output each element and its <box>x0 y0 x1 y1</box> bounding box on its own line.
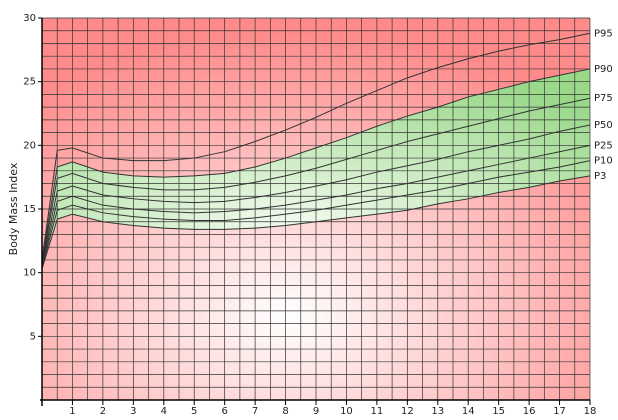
series-label: P75 <box>594 93 613 104</box>
x-tick-label: 17 <box>553 406 566 417</box>
y-tick-label: 25 <box>23 77 36 88</box>
y-tick-label: 20 <box>23 140 36 151</box>
x-tick-label: 15 <box>492 406 505 417</box>
y-tick-label: 10 <box>23 268 36 279</box>
x-tick-label: 4 <box>161 406 167 417</box>
x-tick-label: 5 <box>191 406 197 417</box>
x-tick-label: 11 <box>371 406 384 417</box>
x-tick-label: 13 <box>431 406 444 417</box>
percentile-line <box>41 124 591 266</box>
percentile-line <box>41 68 591 263</box>
series-label: P3 <box>594 171 606 182</box>
series-label: P95 <box>594 28 613 39</box>
y-tick-label: 30 <box>23 13 36 24</box>
percentile-line <box>41 97 591 264</box>
series-label: P90 <box>594 64 613 75</box>
y-tick-label: 5 <box>30 331 36 342</box>
x-tick-label: 1 <box>69 406 75 417</box>
x-tick-label: 14 <box>462 406 475 417</box>
series-label: P25 <box>594 140 613 151</box>
series-label: P50 <box>594 120 613 131</box>
y-axis-label: Body Mass Index <box>7 162 20 255</box>
x-tick-label: 2 <box>100 406 106 417</box>
y-tick-label: 15 <box>23 204 36 215</box>
x-tick-label: 6 <box>221 406 227 417</box>
percentile-line <box>41 160 591 268</box>
x-tick-label: 8 <box>282 406 288 417</box>
x-tick-label: 18 <box>584 406 597 417</box>
x-tick-label: 10 <box>340 406 353 417</box>
percentile-line <box>41 32 591 261</box>
percentile-line <box>41 144 591 267</box>
series-label: P10 <box>594 156 613 167</box>
x-tick-label: 9 <box>313 406 319 417</box>
x-tick-label: 7 <box>252 406 258 417</box>
x-tick-label: 16 <box>523 406 536 417</box>
percentile-line <box>41 175 591 269</box>
x-tick-label: 3 <box>130 406 136 417</box>
x-tick-label: 12 <box>401 406 414 417</box>
